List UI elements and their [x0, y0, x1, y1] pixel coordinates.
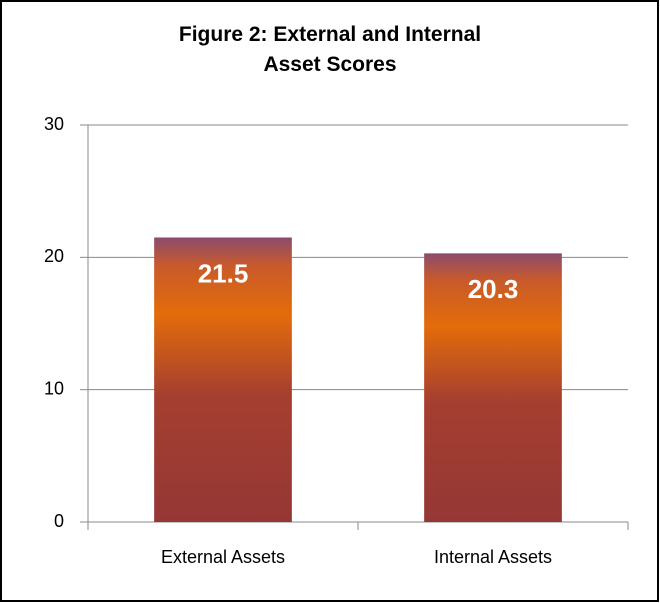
- value-label: 21.5: [198, 258, 249, 288]
- bar: [424, 253, 562, 522]
- chart-title: Figure 2: External and Internal Asset Sc…: [178, 23, 482, 76]
- y-tick-label: 10: [44, 378, 64, 398]
- y-tick-label: 30: [44, 114, 64, 134]
- x-tick-label: External Assets: [161, 547, 285, 567]
- x-tick-label: Internal Assets: [434, 547, 552, 567]
- y-tick-label: 0: [54, 511, 64, 531]
- y-tick-label: 20: [44, 246, 64, 266]
- bar: [154, 237, 292, 522]
- value-label: 20.3: [468, 274, 519, 304]
